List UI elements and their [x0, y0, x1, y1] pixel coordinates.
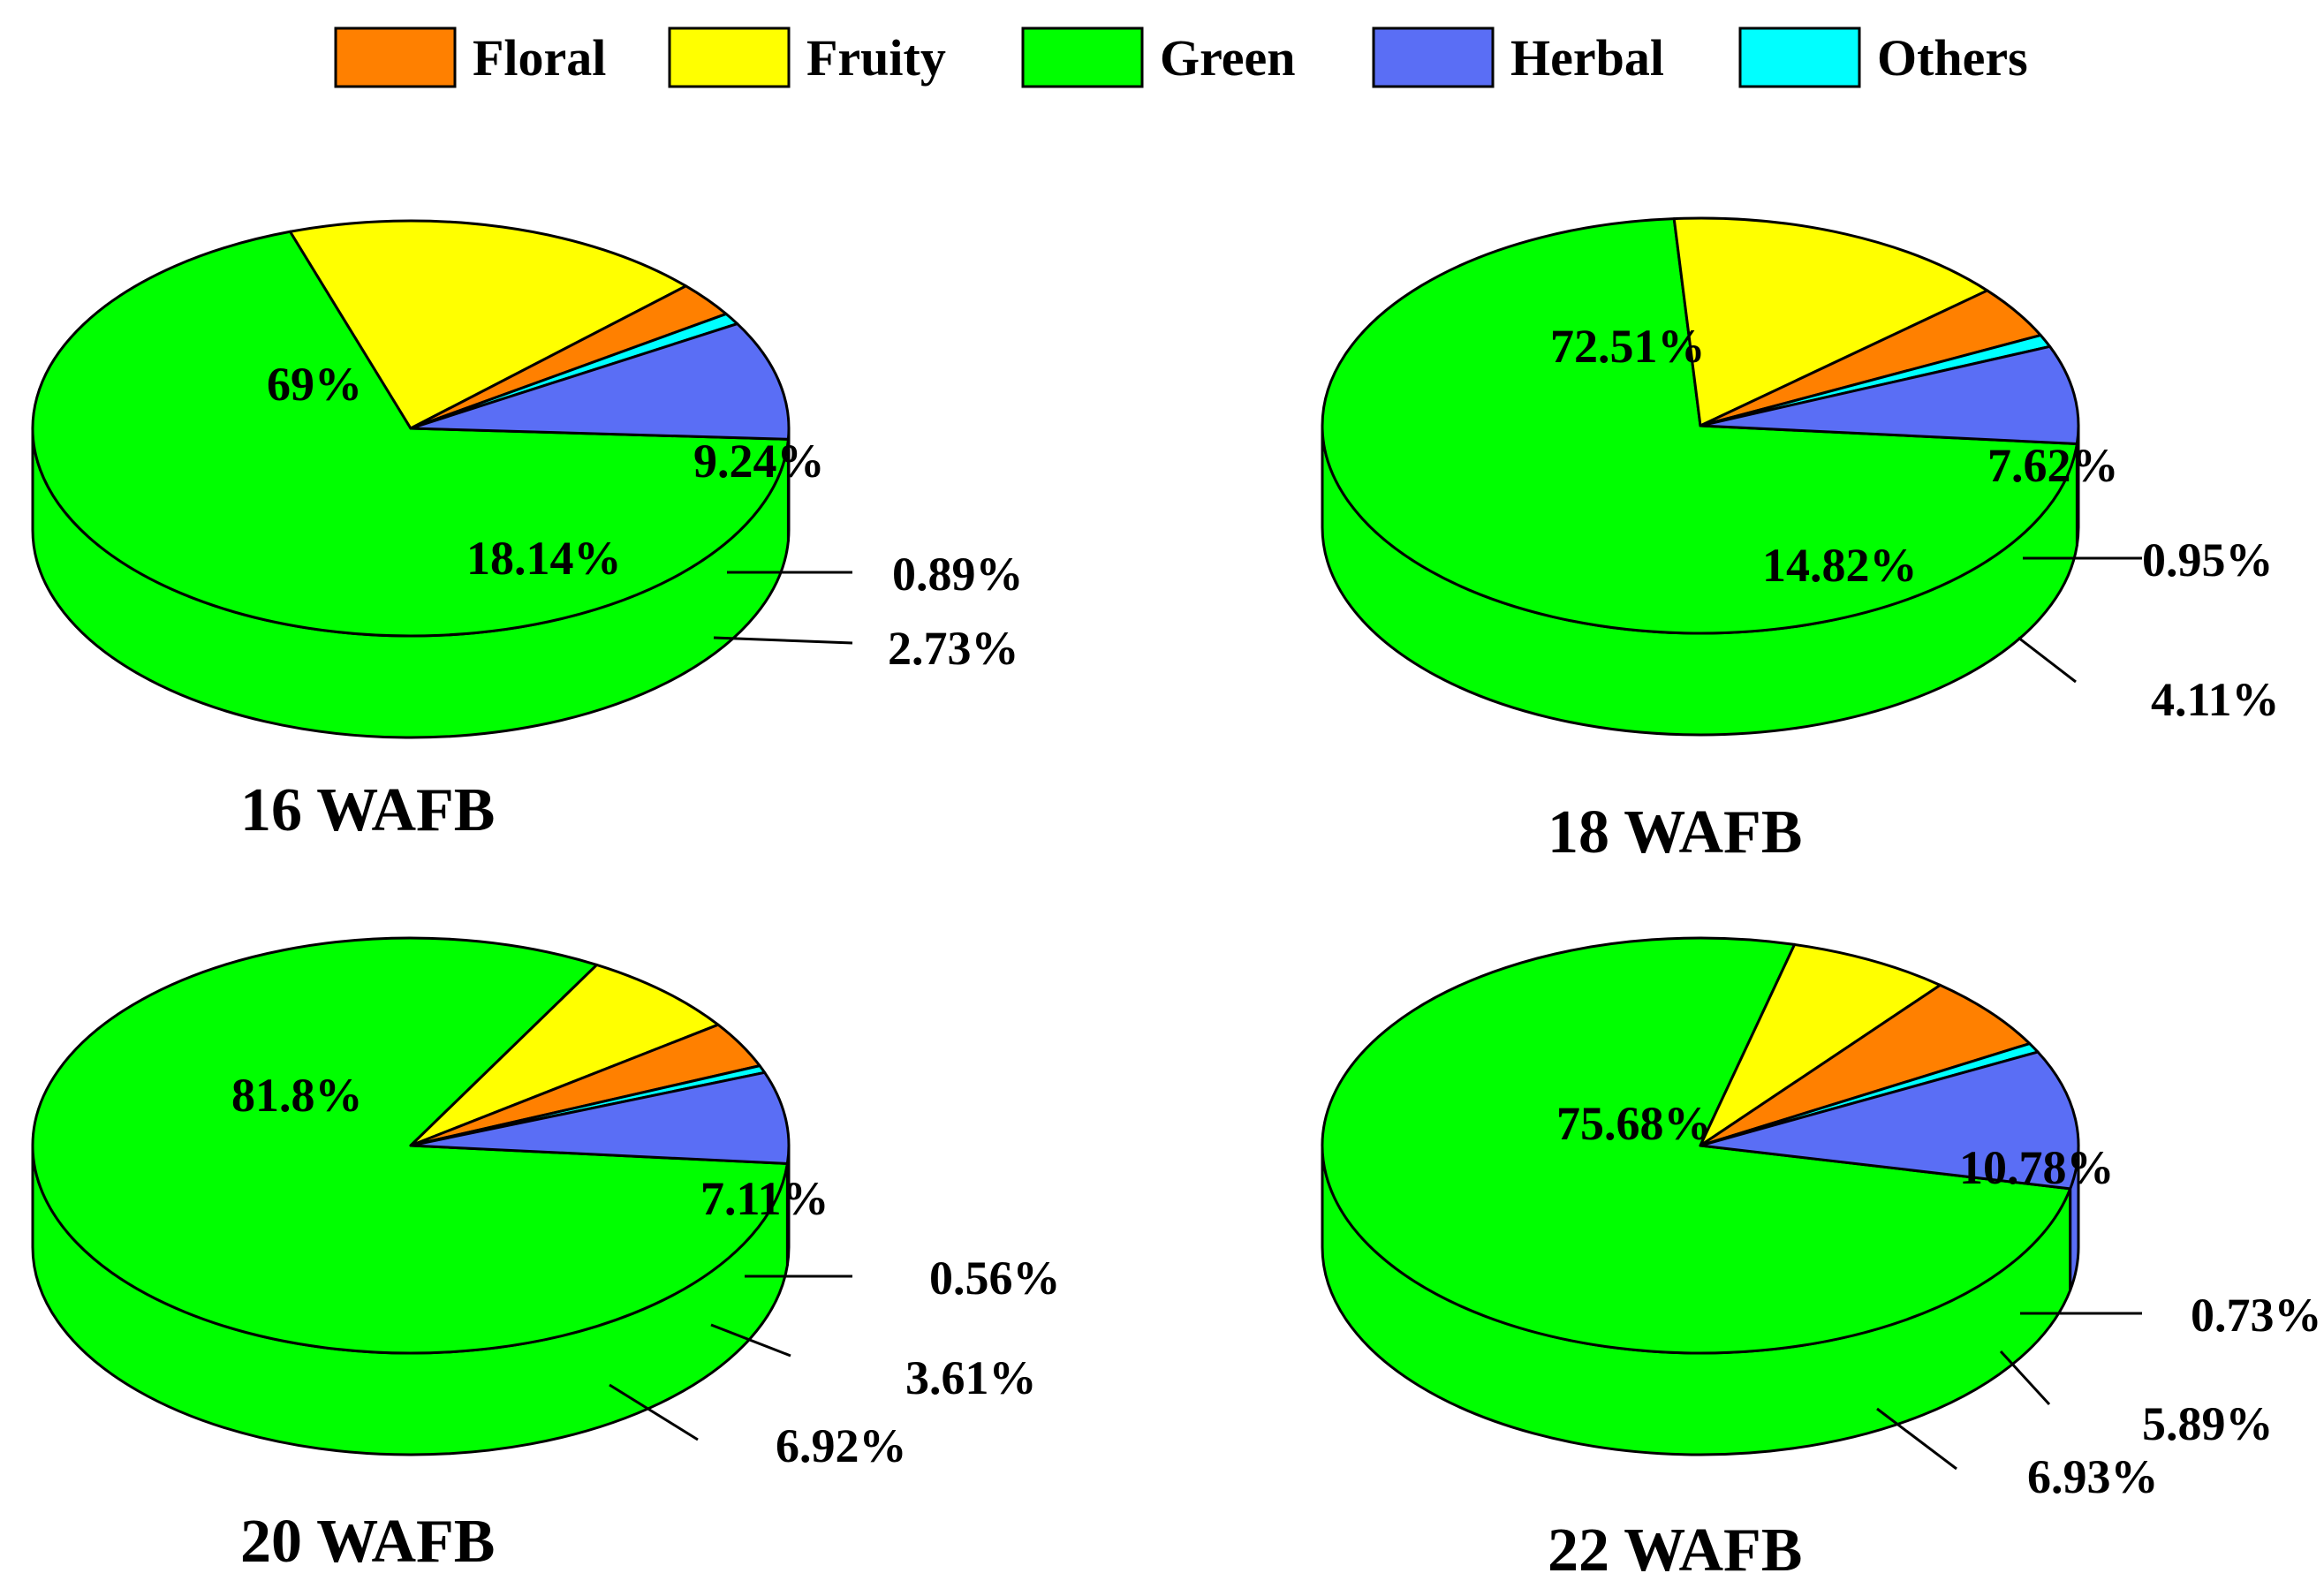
slice-label-floral: 2.73% [888, 622, 1019, 675]
legend-swatch-herbal [1372, 26, 1495, 88]
slice-label-floral: 3.61% [905, 1351, 1037, 1404]
pie-labels: 72.51% 14.82% 4.11% 0.95% 7.62% [1550, 320, 2280, 726]
legend-swatch-green [1021, 26, 1144, 88]
pie-labels: 69% 18.14% 2.73% 0.89% 9.24% [267, 358, 1024, 675]
slice-label-others: 0.95% [2142, 533, 2274, 586]
legend: Floral Fruity Green Herbal Others [334, 26, 2028, 88]
legend-label-others: Others [1877, 29, 2028, 87]
legend-label-green: Green [1160, 29, 1296, 87]
pie-slice-green [1321, 936, 2072, 1355]
slice-label-herbal: 7.62% [1987, 439, 2119, 492]
chart-title-18-wafb: 18 WAFB [1548, 798, 1802, 866]
leader-line-floral [713, 636, 853, 645]
pie-labels: 75.68% 6.93%5.89% 0.73% 10.78% [1556, 1097, 2322, 1503]
slice-label-floral: 4.11% [2151, 673, 2280, 726]
chart-title-20-wafb: 20 WAFB [240, 1508, 495, 1576]
pie-slice-herbal [409, 1070, 791, 1165]
leader-line-floral [710, 1323, 791, 1358]
legend-item-others: Others [1738, 26, 2028, 88]
slice-label-fruity: 18.14% [466, 532, 622, 585]
slice-label-others: 0.73% [2191, 1289, 2322, 1342]
pie-16-wafb: 69% 18.14% 2.73% 0.89% 9.24% [31, 219, 1024, 739]
slice-label-herbal: 10.78% [1959, 1141, 2115, 1194]
pie-slice-herbal [1699, 344, 2080, 445]
pie-top [31, 936, 791, 1355]
pie-labels: 81.8% 6.92% 3.61% 0.56% 7.11% [231, 1069, 1061, 1472]
pie-slice-fruity [1699, 942, 1942, 1147]
chart-title-16-wafb: 16 WAFB [240, 776, 495, 844]
slice-label-others: 0.89% [892, 548, 1024, 601]
pie-18-wafb: 72.51% 14.82% 4.11% 0.95% 7.62% [1321, 216, 2280, 737]
slice-label-green: 69% [267, 358, 362, 411]
legend-label-herbal: Herbal [1510, 29, 1664, 87]
pie-top [1321, 936, 2080, 1355]
slice-label-green: 81.8% [231, 1069, 363, 1122]
leader-line-floral [2017, 636, 2077, 684]
slice-label-fruity: 6.93% [2027, 1450, 2159, 1503]
pie-20-wafb: 81.8% 6.92% 3.61% 0.56% 7.11% [31, 936, 1061, 1472]
slice-label-herbal: 9.24% [693, 435, 825, 488]
leader-line-fruity [1876, 1407, 1957, 1471]
pie-top [1321, 216, 2080, 635]
legend-item-floral: Floral [334, 26, 606, 88]
pie-slice-herbal [1699, 1050, 2080, 1191]
pie-slice-fruity [409, 963, 720, 1147]
pie-slice-herbal [409, 322, 791, 441]
slice-label-green: 72.51% [1550, 320, 1706, 373]
legend-item-fruity: Fruity [668, 26, 946, 88]
legend-item-herbal: Herbal [1372, 26, 1664, 88]
leader-line-fruity [609, 1383, 699, 1441]
slice-label-fruity: 6.92% [776, 1419, 907, 1472]
legend-swatch-floral [334, 26, 457, 88]
pie-slice-fruity [1672, 216, 1989, 427]
slice-label-green: 75.68% [1556, 1097, 1712, 1150]
pie-slice-fruity [288, 219, 688, 430]
pie-slice-green [31, 230, 790, 638]
legend-item-green: Green [1021, 26, 1296, 88]
legend-swatch-others [1738, 26, 1861, 88]
legend-label-floral: Floral [473, 29, 606, 87]
chart-title-22-wafb: 22 WAFB [1548, 1517, 1802, 1585]
legend-label-fruity: Fruity [806, 29, 946, 87]
slice-label-fruity: 14.82% [1762, 539, 1918, 592]
slice-label-others: 0.56% [929, 1252, 1061, 1305]
leader-line-floral [1999, 1350, 2051, 1406]
legend-swatch-fruity [668, 26, 791, 88]
pie-22-wafb: 75.68% 6.93%5.89% 0.73% 10.78% [1321, 936, 2322, 1503]
pie-slice-floral [1699, 983, 2032, 1147]
slice-label-floral: 5.89% [2142, 1397, 2274, 1450]
slice-label-herbal: 7.11% [700, 1172, 829, 1225]
pie-top [31, 219, 791, 638]
